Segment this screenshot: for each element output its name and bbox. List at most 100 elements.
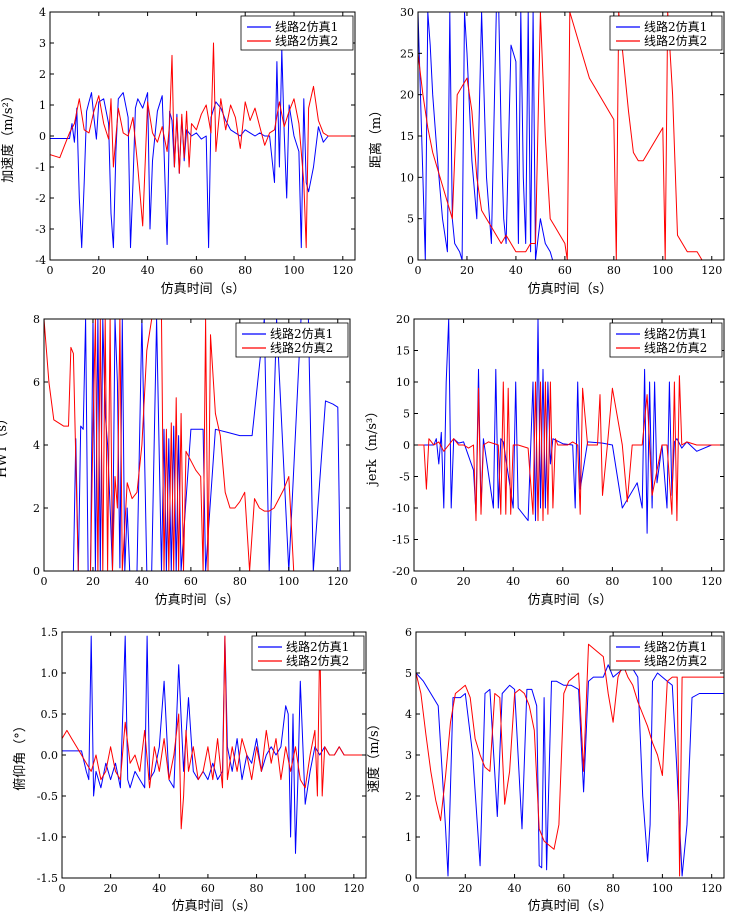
legend-box	[609, 322, 723, 358]
y-tick-label: 0	[405, 872, 412, 885]
legend-box	[235, 322, 349, 358]
y-tick-label: -5	[399, 471, 410, 484]
x-tick-label: 60	[558, 264, 572, 277]
y-axis-label: jerk（m/s³）	[365, 405, 380, 487]
y-tick-label: 20	[396, 313, 410, 326]
plot-area	[62, 635, 366, 854]
series-line-2	[416, 643, 724, 877]
y-tick-label: 5	[405, 667, 412, 680]
x-tick-label: 0	[47, 264, 54, 277]
x-tick-label: 40	[141, 264, 155, 277]
legend-label-1: 线路2仿真1	[275, 19, 338, 34]
x-tick-label: 120	[332, 264, 353, 277]
x-tick-label: 100	[284, 264, 305, 277]
y-tick-label: 15	[400, 130, 414, 143]
x-tick-label: 80	[250, 882, 264, 895]
legend-label-2: 线路2仿真2	[644, 33, 707, 48]
y-tick-label: -3	[35, 223, 46, 236]
x-tick-label: 80	[607, 264, 621, 277]
legend-label-2: 线路2仿真2	[644, 340, 707, 355]
series-line-2	[414, 375, 724, 522]
legend-label-1: 线路2仿真1	[644, 639, 707, 654]
series-line-2	[50, 42, 355, 249]
y-tick-label: 5	[407, 213, 414, 226]
y-tick-label: -1.0	[37, 831, 58, 844]
y-tick-label: 2	[33, 502, 40, 515]
y-tick-label: 8	[33, 313, 40, 326]
y-tick-label: 6	[405, 626, 412, 639]
y-axis-label: 距离（m）	[368, 104, 384, 168]
x-tick-label: 100	[295, 882, 316, 895]
y-tick-label: 0	[33, 565, 40, 578]
y-tick-label: 0	[407, 254, 414, 267]
series-line-1	[416, 664, 724, 877]
y-tick-label: 0	[403, 439, 410, 452]
x-tick-label: 120	[343, 882, 364, 895]
y-tick-label: 0	[39, 130, 46, 143]
legend-label-2: 线路2仿真2	[286, 653, 349, 668]
y-tick-label: 10	[400, 171, 414, 184]
x-tick-label: 0	[411, 575, 418, 588]
x-tick-label: 120	[701, 575, 722, 588]
series-line-1	[62, 635, 366, 854]
legend-box	[609, 635, 723, 671]
legend-label-2: 线路2仿真2	[644, 653, 707, 668]
chart-panel-2: 0 20 40 60 80 100 120 0 5 10 15 20 25 30 仿真时间（s） 距离（m） 线…	[368, 6, 725, 297]
y-tick-label: 1.5	[41, 626, 59, 639]
y-axis-label: 加速度（m/s²）	[0, 89, 16, 183]
plot-area	[414, 319, 724, 534]
y-tick-label: 30	[400, 6, 414, 19]
y-tick-label: 10	[396, 376, 410, 389]
x-tick-label: 60	[184, 575, 198, 588]
y-axis-label: 速度（m/s）	[366, 717, 382, 792]
y-tick-label: -1	[35, 161, 46, 174]
legend-label-2: 线路2仿真2	[270, 340, 333, 355]
y-tick-label: -10	[392, 502, 410, 515]
x-tick-label: 0	[59, 882, 66, 895]
x-tick-label: 100	[278, 575, 299, 588]
x-axis-label: 仿真时间（s）	[155, 593, 240, 608]
x-tick-label: 80	[233, 575, 247, 588]
y-tick-label: 3	[39, 37, 46, 50]
y-tick-label: 1	[405, 831, 412, 844]
x-axis-label: 仿真时间（s）	[528, 899, 613, 914]
x-axis-label: 仿真时间（s）	[161, 282, 246, 297]
legend-box	[251, 635, 365, 671]
x-tick-label: 60	[201, 882, 215, 895]
y-tick-label: 3	[405, 749, 412, 762]
y-tick-label: -4	[35, 254, 46, 267]
y-tick-label: 1.0	[41, 667, 59, 680]
chart-panel-6: 0 20 40 60 80 100 120 0 1 2 3 4 5 6 仿真时间（s） 速度（m/s） 线路2仿…	[366, 626, 725, 914]
x-tick-label: 100	[652, 882, 673, 895]
y-axis-label: HWT（s）	[0, 412, 10, 478]
y-tick-label: -20	[392, 565, 410, 578]
series-line-2	[62, 635, 366, 830]
y-tick-label: 4	[33, 439, 40, 452]
plot-area	[416, 643, 724, 877]
x-tick-label: 80	[238, 264, 252, 277]
y-tick-label: 20	[400, 89, 414, 102]
y-tick-label: 4	[405, 708, 412, 721]
y-tick-label: 5	[403, 408, 410, 421]
x-tick-label: 20	[458, 882, 472, 895]
chart-panel-5: 0 20 40 60 80 100 120 -1.5 -1.0 -0.5 0.0 0.5 1.0 1.5 仿…	[12, 626, 367, 914]
y-tick-label: 0.5	[41, 708, 59, 721]
legend-label-1: 线路2仿真1	[286, 639, 349, 654]
x-tick-label: 120	[701, 882, 722, 895]
legend-label-1: 线路2仿真1	[644, 326, 707, 341]
series-line-1	[72, 319, 350, 571]
y-axis-label: 俯仰角（°）	[12, 719, 28, 791]
y-tick-label: 6	[33, 376, 40, 389]
legend-label-2: 线路2仿真2	[275, 33, 338, 48]
x-tick-label: 20	[457, 575, 471, 588]
x-tick-label: 40	[509, 264, 523, 277]
x-tick-label: 20	[460, 264, 474, 277]
series-line-2	[44, 319, 350, 571]
x-axis-label: 仿真时间（s）	[172, 899, 257, 914]
y-tick-label: -1.5	[37, 872, 58, 885]
y-tick-label: 1	[39, 99, 46, 112]
